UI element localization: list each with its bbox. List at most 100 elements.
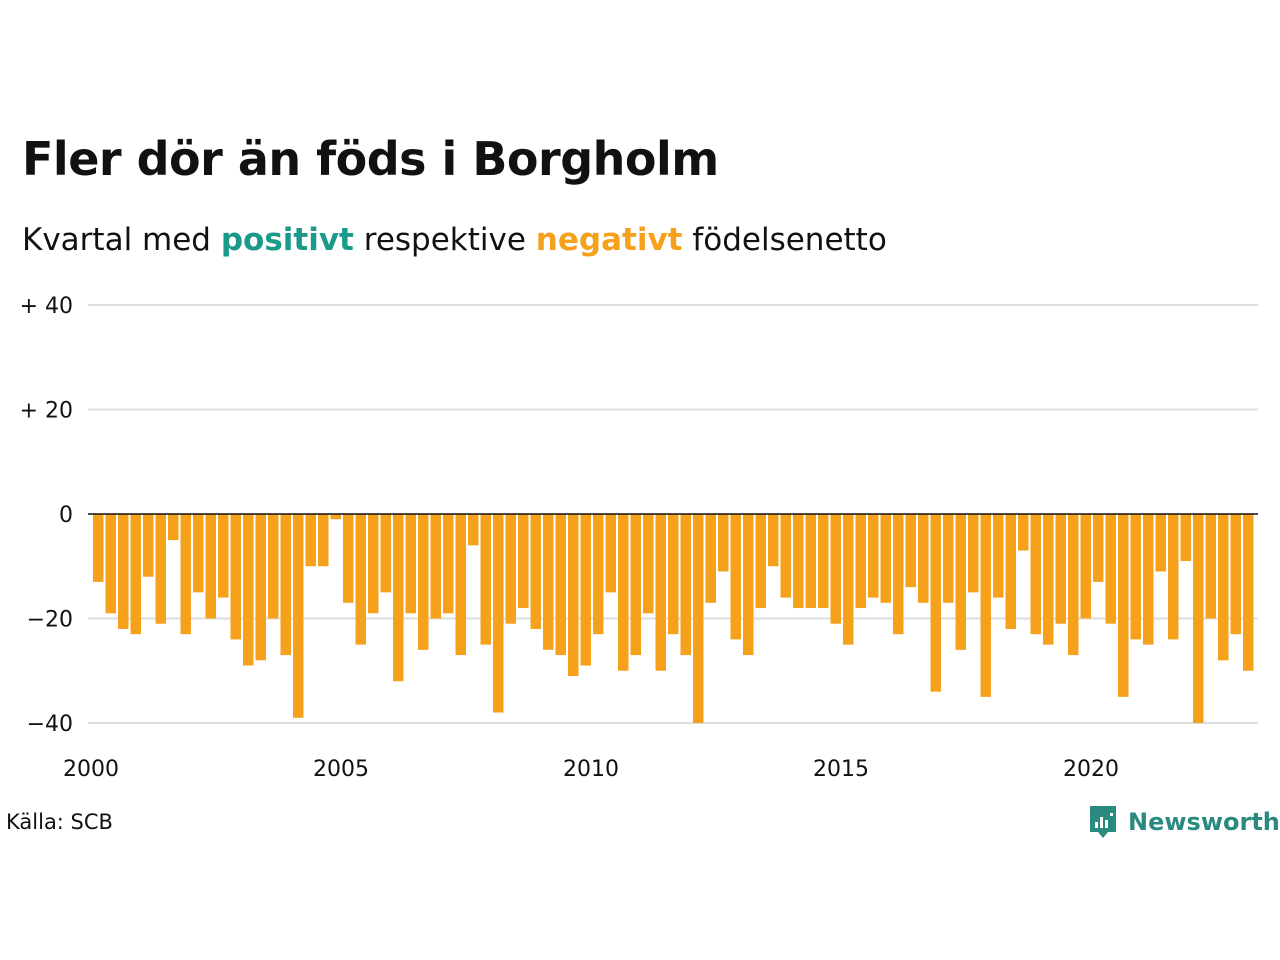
bar — [468, 514, 479, 546]
bar — [755, 514, 766, 609]
subtitle-suffix: födelsenetto — [692, 222, 887, 258]
bar — [1130, 514, 1141, 640]
bar — [393, 514, 404, 682]
bar — [1230, 514, 1241, 635]
bar — [193, 514, 204, 593]
bar — [643, 514, 654, 614]
bar — [968, 514, 979, 593]
bar — [855, 514, 866, 609]
bar — [1105, 514, 1116, 624]
bar — [555, 514, 566, 656]
bar — [605, 514, 616, 593]
bar — [868, 514, 879, 598]
bar — [1030, 514, 1041, 635]
x-axis-labels: 2000 2005 2010 2015 2020 — [63, 757, 1119, 782]
bar — [343, 514, 354, 603]
bar — [580, 514, 591, 666]
bar — [1218, 514, 1229, 661]
bar — [680, 514, 691, 656]
bar — [818, 514, 829, 609]
bar — [518, 514, 529, 609]
bar — [768, 514, 779, 567]
bar — [168, 514, 179, 541]
subtitle-middle: respektive — [363, 222, 526, 258]
x-tick-label: 2000 — [63, 757, 119, 782]
bar — [980, 514, 991, 697]
brand-name: Newsworthy — [1128, 808, 1280, 836]
subtitle-positive-label: positivt — [220, 222, 354, 258]
bar — [1018, 514, 1029, 551]
bar — [568, 514, 579, 676]
bar-chart: + 40 + 20 0 −20 −40 2000 2005 2010 2015 2020 — [20, 294, 1258, 782]
bar — [543, 514, 554, 650]
bar — [743, 514, 754, 656]
y-tick-label: + 40 — [20, 294, 73, 319]
bar — [993, 514, 1004, 598]
bar — [118, 514, 129, 629]
bar — [1155, 514, 1166, 572]
bar — [255, 514, 266, 661]
bar — [880, 514, 891, 603]
bar — [1093, 514, 1104, 582]
bar — [130, 514, 141, 635]
bar — [693, 514, 704, 723]
bar — [268, 514, 279, 619]
bar — [480, 514, 491, 645]
bar — [530, 514, 541, 629]
bar — [618, 514, 629, 671]
bar — [293, 514, 304, 718]
bar — [1205, 514, 1216, 619]
bar — [655, 514, 666, 671]
bar — [1243, 514, 1254, 671]
bar — [218, 514, 229, 598]
bar — [355, 514, 366, 645]
bar — [280, 514, 291, 656]
bar — [1168, 514, 1179, 640]
bar — [1080, 514, 1091, 619]
x-tick-label: 2005 — [313, 757, 369, 782]
x-tick-label: 2010 — [563, 757, 619, 782]
bar — [955, 514, 966, 650]
source-note: Källa: SCB — [6, 810, 113, 834]
bar — [593, 514, 604, 635]
bar — [143, 514, 154, 577]
bar — [505, 514, 516, 624]
bar — [430, 514, 441, 619]
y-axis-labels: + 40 + 20 0 −20 −40 — [20, 294, 73, 737]
subtitle-negative-label: negativt — [535, 222, 683, 258]
bar — [943, 514, 954, 603]
bar — [730, 514, 741, 640]
bar — [318, 514, 329, 567]
bar — [918, 514, 929, 603]
bar — [1118, 514, 1129, 697]
x-tick-label: 2020 — [1063, 757, 1119, 782]
bar — [1180, 514, 1191, 562]
brand-logo[interactable]: Newsworthy — [1088, 804, 1280, 840]
bar — [843, 514, 854, 645]
subtitle-prefix: Kvartal med — [22, 222, 211, 258]
bar — [905, 514, 916, 588]
x-tick-label: 2015 — [813, 757, 869, 782]
bar — [893, 514, 904, 635]
bar — [405, 514, 416, 614]
bar — [368, 514, 379, 614]
bar — [1055, 514, 1066, 624]
bar — [630, 514, 641, 656]
bar — [230, 514, 241, 640]
bar — [418, 514, 429, 650]
bar — [930, 514, 941, 692]
y-tick-label: −20 — [27, 608, 73, 633]
bar — [493, 514, 504, 713]
bar — [243, 514, 254, 666]
y-tick-label: 0 — [59, 503, 73, 528]
bar — [705, 514, 716, 603]
y-tick-label: + 20 — [20, 399, 73, 424]
bar — [1043, 514, 1054, 645]
bar — [805, 514, 816, 609]
y-tick-label: −40 — [27, 712, 73, 737]
bar — [205, 514, 216, 619]
bar — [180, 514, 191, 635]
bar — [793, 514, 804, 609]
bar — [105, 514, 116, 614]
bar — [1068, 514, 1079, 656]
